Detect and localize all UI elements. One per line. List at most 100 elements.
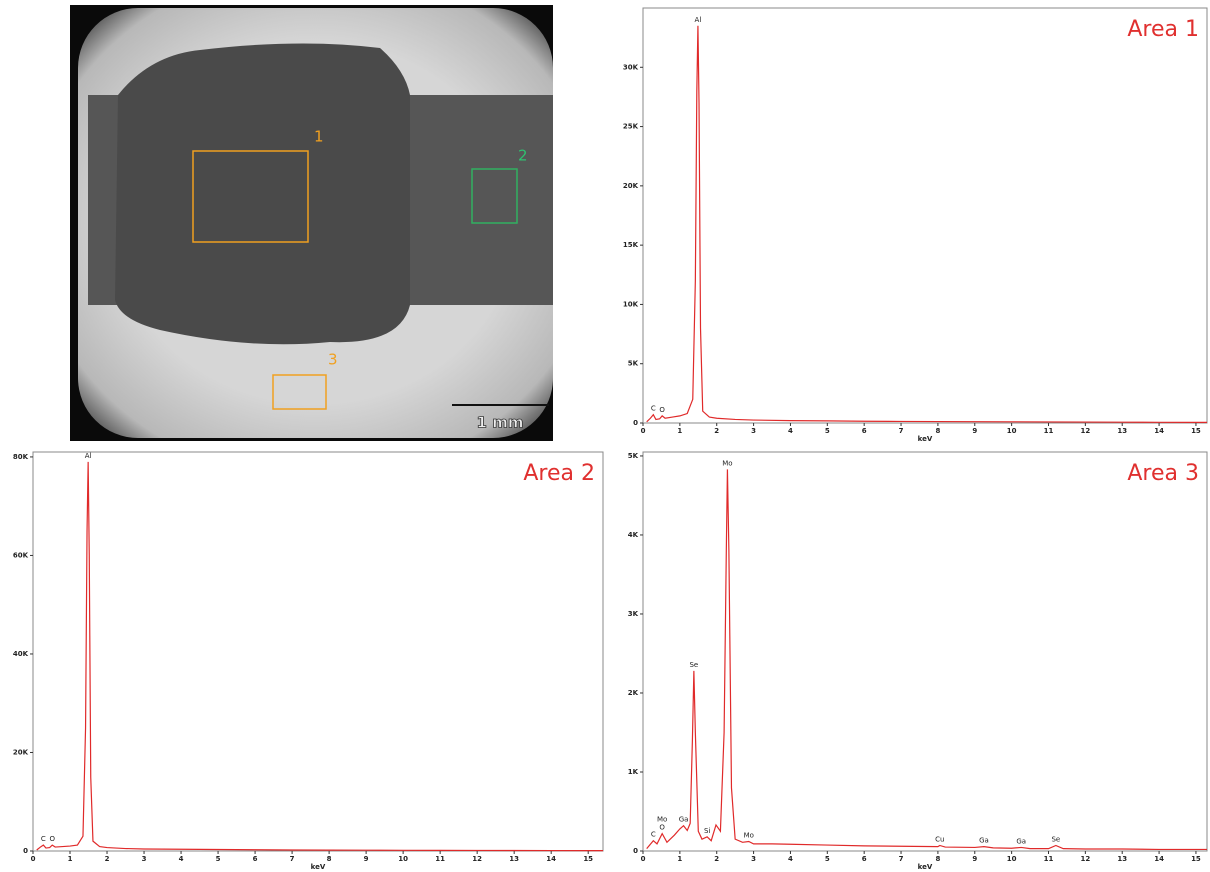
x-tick-label: 10 (1007, 427, 1017, 435)
x-tick-label: 13 (509, 855, 519, 863)
y-tick-label: 1K (628, 768, 639, 776)
peak-label: Mo (722, 459, 732, 467)
y-tick-label: 20K (13, 748, 29, 756)
peak-label: Se (689, 661, 698, 669)
x-tick-label: 4 (179, 855, 184, 863)
x-tick-label: 8 (327, 855, 332, 863)
x-tick-label: 2 (714, 427, 719, 435)
y-tick-label: 0 (23, 847, 28, 855)
x-tick-label: 0 (31, 855, 36, 863)
x-tick-label: 5 (825, 855, 830, 863)
peak-label: Ga (679, 816, 689, 824)
x-tick-label: 11 (1044, 427, 1054, 435)
x-tick-label: 9 (972, 427, 977, 435)
y-tick-label: 5K (628, 360, 639, 368)
x-tick-label: 7 (899, 427, 904, 435)
x-tick-label: 0 (641, 855, 646, 863)
x-tick-label: 3 (142, 855, 147, 863)
peak-label: Al (695, 16, 702, 24)
peak-label: Cu (935, 835, 944, 843)
x-tick-label: 14 (546, 855, 556, 863)
peak-label: O (49, 835, 55, 843)
x-tick-label: 14 (1154, 427, 1164, 435)
x-tick-label: 6 (862, 855, 867, 863)
x-tick-label: 1 (677, 855, 682, 863)
x-tick-label: 15 (1191, 427, 1201, 435)
peak-label: O (659, 406, 665, 414)
peak-label: Se (1051, 835, 1060, 843)
region-label: 1 (314, 128, 324, 146)
x-axis-label: keV (918, 435, 933, 443)
x-tick-label: 10 (1007, 855, 1017, 863)
peak-label: C (651, 405, 656, 413)
panel-title: Area 3 (1127, 461, 1199, 486)
region-label: 2 (518, 147, 528, 165)
x-tick-label: 6 (862, 427, 867, 435)
x-tick-label: 7 (899, 855, 904, 863)
panel-title: Area 1 (1127, 17, 1199, 42)
y-tick-label: 0 (633, 419, 638, 427)
y-tick-label: 40K (13, 650, 29, 658)
peak-label: Mo (657, 816, 667, 824)
y-tick-label: 0 (633, 847, 638, 855)
y-tick-label: 25K (623, 123, 639, 131)
x-tick-label: 7 (290, 855, 295, 863)
y-tick-label: 80K (13, 453, 29, 461)
y-tick-label: 2K (628, 689, 639, 697)
spectrum (647, 469, 1207, 849)
peak-label: O (659, 824, 665, 832)
spectrum (37, 462, 603, 851)
x-tick-label: 1 (677, 427, 682, 435)
x-tick-label: 12 (1080, 427, 1090, 435)
x-tick-label: 0 (641, 427, 646, 435)
x-tick-label: 9 (972, 855, 977, 863)
figure: 1 2 3 1 mm 012345678910111213141505K10K1… (0, 0, 1210, 872)
peak-label: Mo (744, 832, 754, 840)
x-tick-label: 13 (1117, 855, 1127, 863)
x-tick-label: 12 (472, 855, 482, 863)
peak-label: C (41, 835, 46, 843)
y-tick-label: 30K (623, 63, 639, 71)
peak-label: Al (85, 452, 92, 460)
x-tick-label: 15 (1191, 855, 1201, 863)
x-axis-label: keV (311, 863, 326, 871)
y-tick-label: 15K (623, 241, 639, 249)
y-tick-label: 20K (623, 182, 639, 190)
x-tick-label: 4 (788, 855, 793, 863)
x-tick-label: 14 (1154, 855, 1164, 863)
x-tick-label: 9 (364, 855, 369, 863)
x-tick-label: 11 (435, 855, 445, 863)
plot-area (33, 452, 603, 851)
y-tick-label: 10K (623, 300, 639, 308)
x-tick-label: 8 (935, 427, 940, 435)
x-tick-label: 1 (68, 855, 73, 863)
coating (115, 43, 410, 344)
x-tick-label: 3 (751, 855, 756, 863)
scale-bar-label: 1 mm (477, 414, 524, 432)
x-tick-label: 2 (714, 855, 719, 863)
y-tick-label: 5K (628, 452, 639, 460)
x-tick-label: 4 (788, 427, 793, 435)
x-tick-label: 13 (1117, 427, 1127, 435)
x-tick-label: 5 (825, 427, 830, 435)
x-axis-label: keV (918, 863, 933, 871)
x-tick-label: 3 (751, 427, 756, 435)
x-tick-label: 12 (1080, 855, 1090, 863)
spectrum (647, 26, 1207, 423)
panel-title: Area 2 (523, 461, 595, 486)
x-tick-label: 11 (1044, 855, 1054, 863)
y-tick-label: 60K (13, 551, 29, 559)
y-tick-label: 3K (628, 610, 639, 618)
x-tick-label: 5 (216, 855, 221, 863)
peak-label: Si (704, 827, 710, 835)
x-tick-label: 2 (105, 855, 110, 863)
region-label: 3 (328, 351, 338, 369)
x-tick-label: 10 (398, 855, 408, 863)
peak-label: Ga (1016, 837, 1026, 845)
y-tick-label: 4K (628, 531, 639, 539)
x-tick-label: 15 (583, 855, 593, 863)
peak-label: Ga (979, 837, 989, 845)
peak-label: C (651, 831, 656, 839)
plot-area (643, 8, 1207, 423)
x-tick-label: 8 (935, 855, 940, 863)
